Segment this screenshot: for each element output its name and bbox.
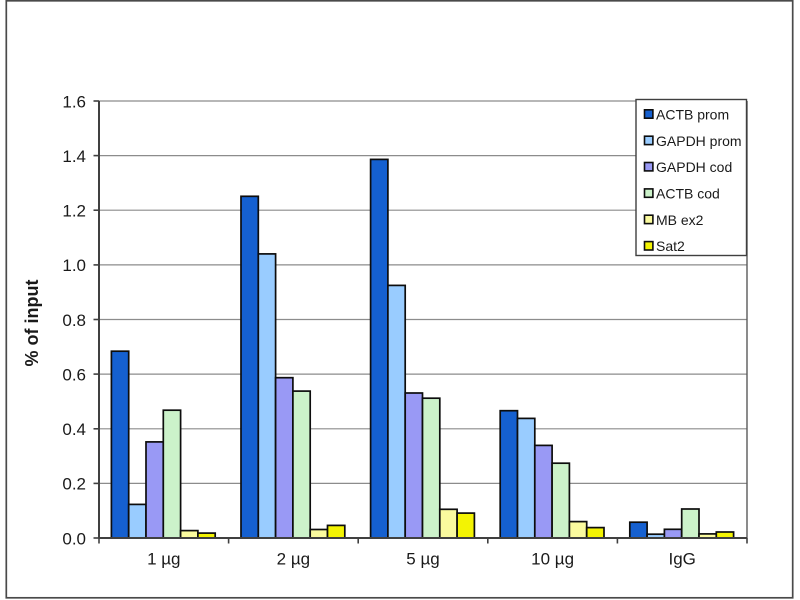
svg-text:0.2: 0.2: [62, 475, 86, 494]
svg-text:1.6: 1.6: [62, 92, 86, 111]
svg-text:1.4: 1.4: [62, 147, 86, 166]
svg-text:% of input: % of input: [22, 280, 42, 367]
svg-text:MB ex2: MB ex2: [656, 212, 704, 228]
svg-text:GAPDH prom: GAPDH prom: [656, 133, 742, 149]
svg-text:0.8: 0.8: [62, 311, 86, 330]
svg-text:0.0: 0.0: [62, 529, 86, 548]
svg-text:1.0: 1.0: [62, 256, 86, 275]
svg-text:10 µg: 10 µg: [531, 550, 574, 569]
svg-text:0.4: 0.4: [62, 420, 86, 439]
svg-text:ACTB cod: ACTB cod: [656, 186, 720, 202]
svg-text:1.2: 1.2: [62, 202, 86, 221]
svg-text:IgG: IgG: [668, 550, 695, 569]
svg-text:2 µg: 2 µg: [277, 550, 310, 569]
svg-text:1 µg: 1 µg: [147, 550, 180, 569]
svg-text:GAPDH cod: GAPDH cod: [656, 159, 732, 175]
svg-text:5 µg: 5 µg: [406, 550, 439, 569]
svg-text:Sat2: Sat2: [656, 238, 685, 254]
svg-text:0.6: 0.6: [62, 365, 86, 384]
svg-text:ACTB prom: ACTB prom: [656, 106, 729, 122]
